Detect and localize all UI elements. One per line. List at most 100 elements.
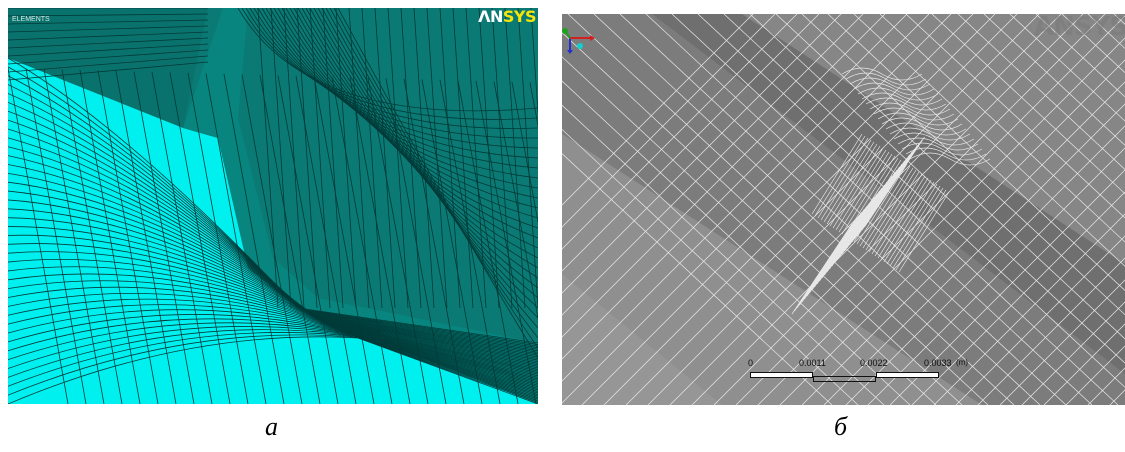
mesh-line [859, 165, 911, 247]
mesh-curve [881, 117, 963, 131]
mesh-curve [309, 8, 538, 289]
mesh-line [619, 14, 1041, 405]
mesh-line [846, 157, 908, 249]
mesh-line [691, 14, 1084, 405]
caption-b: б [834, 412, 848, 441]
mesh-line [313, 76, 375, 404]
ansys-logo: ΛNSYS [478, 8, 536, 26]
mesh-canvas-a [8, 8, 538, 404]
mesh-line [223, 73, 285, 404]
mesh-curve [8, 326, 538, 399]
mesh-line [647, 14, 1040, 405]
ansys-watermark: ANSYS [1033, 14, 1125, 42]
mesh-line [821, 187, 883, 279]
mesh-line [826, 143, 878, 225]
mesh-line [879, 14, 1125, 243]
mesh-line [562, 14, 820, 272]
mesh-curve [865, 97, 947, 111]
mesh-curve [909, 152, 991, 166]
mesh-line [504, 8, 526, 309]
mesh-line [838, 151, 890, 233]
mesh-curve [8, 217, 538, 372]
mesh-line [349, 77, 411, 404]
mesh-line [169, 72, 231, 404]
mesh-line [867, 147, 1125, 405]
mesh-line [452, 8, 474, 309]
scale-segment [876, 372, 939, 378]
mesh-curve [317, 8, 538, 309]
mesh-curve [849, 77, 931, 91]
mesh-line [562, 80, 911, 405]
mesh-line [829, 178, 890, 270]
mesh-line [309, 8, 331, 309]
mesh-curve [857, 87, 939, 101]
mesh-curve [333, 8, 538, 349]
mesh-curve [889, 127, 971, 141]
mesh-line [413, 8, 435, 309]
mesh-line [820, 139, 872, 221]
mesh-line [517, 8, 538, 309]
mesh-curve [8, 273, 538, 383]
mesh-curve [237, 8, 538, 112]
mesh-line [823, 141, 875, 223]
mesh-line [957, 14, 1125, 170]
mesh-line [824, 184, 885, 276]
mesh-line [335, 8, 357, 309]
mesh-curve [8, 251, 538, 378]
mesh-line [735, 15, 1125, 405]
mesh-line [836, 169, 898, 261]
mesh-line [8, 19, 209, 25]
mesh-line [832, 147, 884, 229]
mesh-line [331, 76, 393, 404]
mesh-curve [905, 147, 987, 161]
mesh-line [562, 104, 885, 405]
mesh-line [889, 185, 941, 267]
mesh-curve [8, 286, 538, 386]
mesh-line [977, 257, 1125, 405]
mesh-curve [8, 199, 538, 369]
mesh-curve [8, 243, 538, 377]
mesh-line [562, 14, 798, 250]
mesh-curve [893, 132, 975, 146]
mesh-line [493, 81, 538, 321]
scale-bar [750, 372, 940, 382]
mesh-line [847, 157, 899, 239]
mesh-curve [869, 102, 951, 116]
mesh-line [491, 8, 513, 309]
mesh-curve [8, 329, 538, 400]
mesh-line [530, 8, 538, 120]
mesh-view-a: ELEMENTS ΛNSYS [8, 8, 538, 404]
mesh-line [8, 25, 209, 33]
mesh-line [671, 14, 1093, 405]
mesh-line [853, 14, 1125, 267]
elements-label: ELEMENTS [12, 16, 50, 23]
mesh-curve [253, 8, 538, 149]
mesh-line [898, 191, 950, 273]
mesh-line [374, 8, 396, 309]
mesh-line [205, 73, 267, 404]
mesh-line [851, 151, 913, 243]
mesh-line [829, 145, 881, 227]
mesh-line [814, 135, 866, 217]
mesh-line [283, 8, 305, 309]
mesh-curve [8, 334, 538, 403]
mesh-curve [901, 142, 983, 156]
mesh-line [562, 128, 859, 405]
mesh-line [8, 31, 209, 41]
mesh-line [931, 14, 1125, 195]
mesh-line [861, 139, 923, 231]
mesh-line [865, 169, 917, 251]
mesh-curve [313, 8, 538, 299]
mesh-curve [285, 8, 538, 229]
mesh-line [811, 133, 863, 215]
mesh-line [905, 14, 1125, 219]
mesh-line [801, 81, 1125, 405]
mesh-line [567, 14, 989, 405]
ansys-logo-sys: SYS [502, 8, 537, 26]
mesh-line [562, 14, 930, 382]
mesh-line [562, 14, 908, 360]
mesh-line [849, 154, 910, 246]
mesh-curve [873, 107, 955, 121]
mesh-line [826, 181, 888, 273]
mesh-line [97, 70, 159, 404]
